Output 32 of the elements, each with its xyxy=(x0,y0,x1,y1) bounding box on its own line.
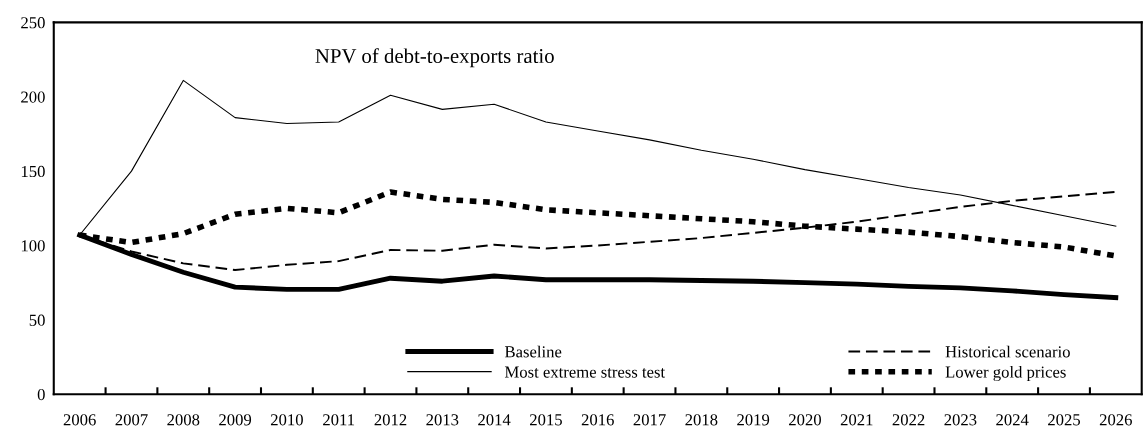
x-tick-label: 2025 xyxy=(1048,414,1081,426)
x-tick-label: 2021 xyxy=(840,414,873,426)
y-tick-label: 150 xyxy=(21,165,45,178)
x-tick-label: 2009 xyxy=(219,414,252,426)
y-tick-label: 250 xyxy=(21,17,45,29)
x-tick-label: 2018 xyxy=(685,414,718,426)
y-tick-label: 50 xyxy=(29,314,45,326)
x-tick-label: 2019 xyxy=(737,414,770,426)
y-tick-label: 0 xyxy=(37,388,45,401)
x-tick-label: 2012 xyxy=(374,414,407,426)
x-tick-label: 2013 xyxy=(426,414,459,426)
x-tick-label: 2017 xyxy=(633,414,666,426)
y-tick-label: 200 xyxy=(21,91,45,103)
legend-label: Lower gold prices xyxy=(945,365,1066,382)
x-tick-label: 2016 xyxy=(581,414,614,426)
legend-label: Historical scenario xyxy=(945,345,1070,358)
x-tick-label: 2023 xyxy=(944,414,977,426)
x-tick-label: 2010 xyxy=(270,414,303,426)
x-tick-label: 2014 xyxy=(478,414,511,426)
x-tick-label: 2024 xyxy=(996,414,1029,426)
text: NPV of debt-to-exports ratio xyxy=(315,48,554,68)
legend-label: Baseline xyxy=(504,345,562,358)
x-tick-label: 2026 xyxy=(1099,414,1132,426)
x-tick-label: 2011 xyxy=(323,414,355,426)
x-tick-label: 2015 xyxy=(530,414,562,426)
x-tick-label: 2008 xyxy=(167,414,200,426)
x-tick-label: 2006 xyxy=(63,414,96,426)
x-tick-label: 2007 xyxy=(115,414,148,426)
x-tick-label: 2022 xyxy=(892,414,925,426)
x-tick-label: 2020 xyxy=(789,414,821,426)
legend-label: Most extreme stress test xyxy=(504,366,666,378)
y-tick-label: 100 xyxy=(21,240,45,252)
